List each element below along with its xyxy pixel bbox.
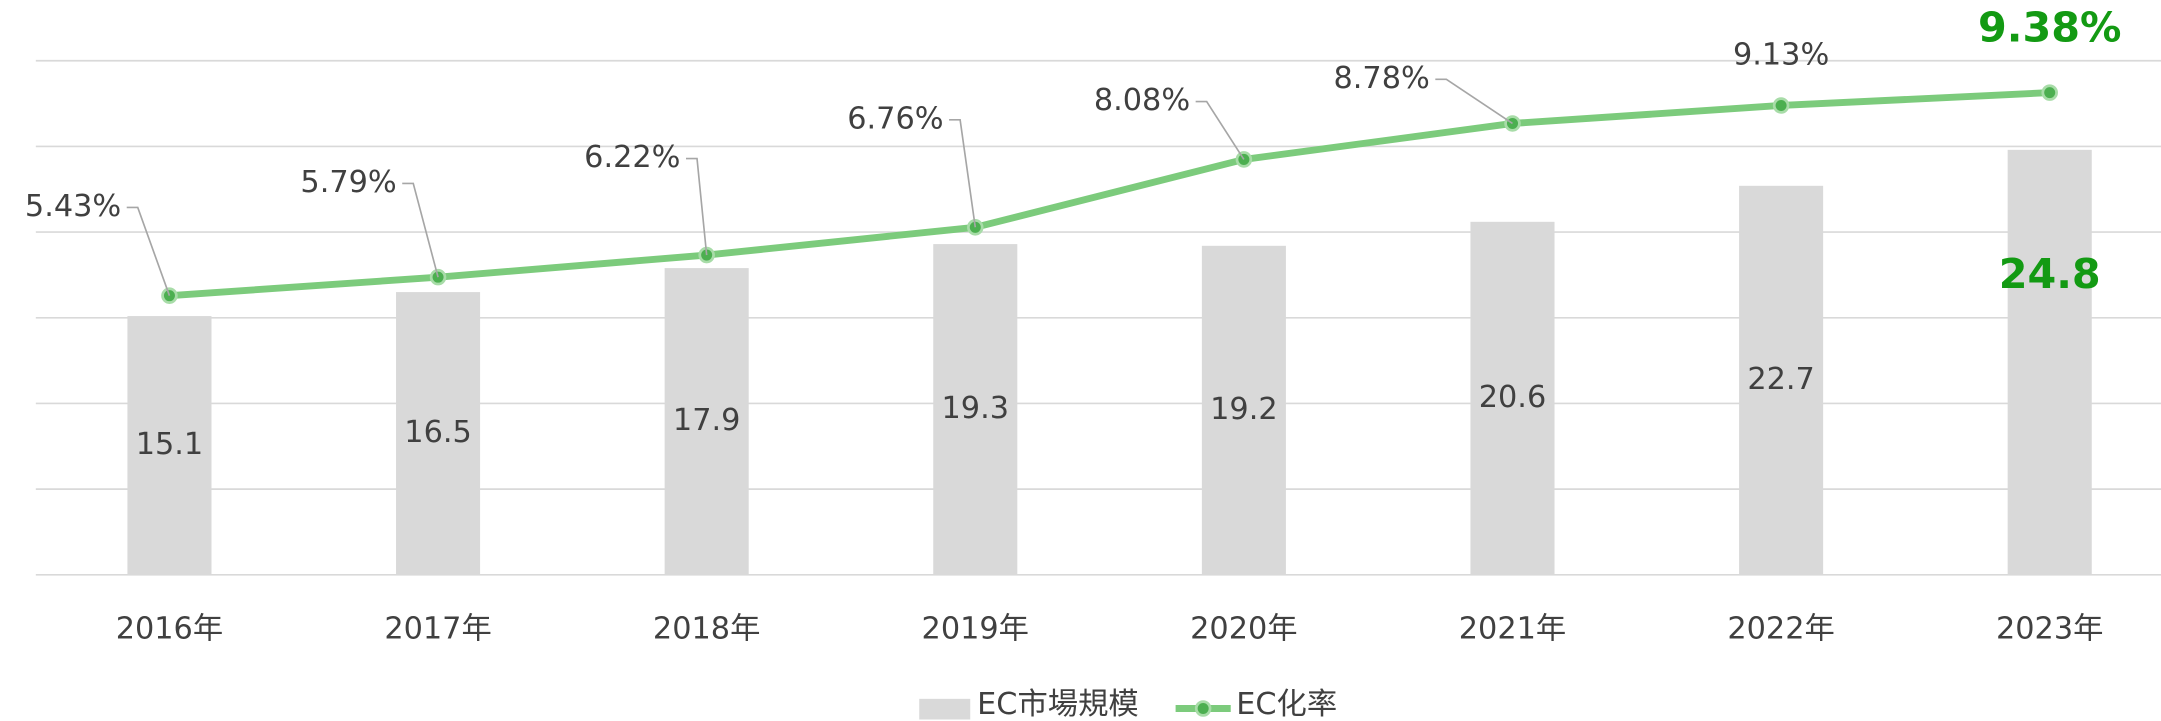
- x-tick-label: 2023年: [1996, 611, 2103, 646]
- line-value-label: 6.22%: [584, 140, 680, 175]
- bar-value-label: 15.1: [136, 427, 204, 462]
- bar-value-label: 19.2: [1210, 392, 1278, 427]
- line-value-label: 5.79%: [300, 165, 396, 200]
- line-marker: [161, 287, 178, 304]
- bar-value-label: 20.6: [1479, 380, 1546, 415]
- x-tick-label: 2019年: [922, 611, 1029, 646]
- bar-value-label: 22.7: [1747, 362, 1814, 397]
- leader-line: [126, 206, 171, 296]
- x-tick-label: 2020年: [1190, 611, 1297, 646]
- legend-label: EC化率: [1236, 687, 1337, 721]
- bar: [127, 316, 212, 575]
- x-tick-label: 2018年: [653, 611, 760, 646]
- bar: [2007, 149, 2092, 575]
- bar-value-label: 17.9: [673, 403, 741, 438]
- bar-value-label: 19.3: [942, 391, 1010, 426]
- legend-swatch: [1194, 700, 1212, 717]
- bar: [664, 268, 749, 575]
- line-value-label: 8.78%: [1334, 61, 1430, 96]
- bar: [1470, 221, 1555, 575]
- line-value-label: 8.08%: [1094, 83, 1190, 118]
- x-tick-label: 2021年: [1459, 611, 1566, 646]
- line-marker: [2041, 84, 2058, 101]
- x-tick-label: 2017年: [384, 611, 491, 646]
- bar: [1201, 245, 1286, 575]
- line: [169, 89, 2050, 300]
- leader-line: [685, 157, 708, 256]
- leader-line: [1195, 100, 1245, 160]
- line-value-label: 9.38%: [1978, 4, 2121, 52]
- x-tick-label: 2016年: [116, 611, 223, 646]
- bar: [933, 244, 1018, 575]
- legend-label: EC市場規模: [977, 687, 1139, 721]
- leader-line: [949, 118, 977, 228]
- legend-swatch: [919, 698, 971, 720]
- leader-line: [1435, 78, 1513, 125]
- bar: [396, 292, 481, 575]
- bar-value-label: 16.5: [404, 415, 472, 450]
- line-value-label: 6.76%: [847, 101, 943, 136]
- leader-line: [402, 182, 439, 278]
- line-value-label: 5.43%: [25, 189, 121, 224]
- line-marker: [1772, 97, 1790, 114]
- x-tick-label: 2022年: [1727, 611, 1834, 646]
- bar-value-label: 24.8: [1999, 250, 2101, 298]
- bar: [1739, 185, 1824, 575]
- line-value-label: 9.13%: [1733, 37, 1829, 72]
